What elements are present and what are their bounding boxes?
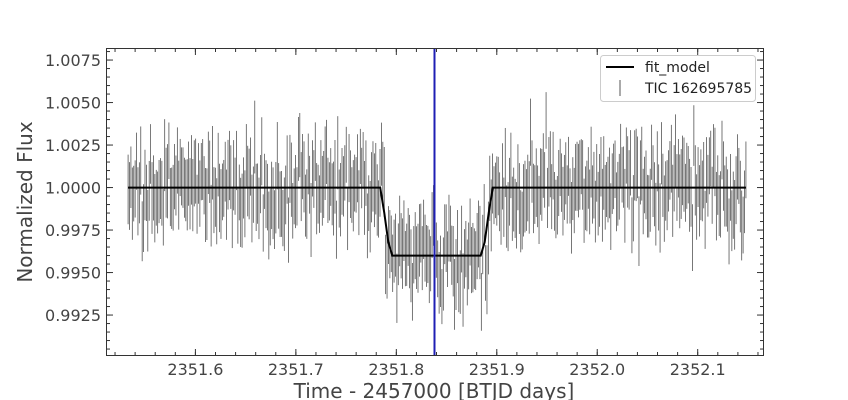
x-tick-label: 2351.8 xyxy=(368,360,424,379)
y-tick-label: 1.0050 xyxy=(45,94,101,113)
legend-tic-label: TIC 162695785 xyxy=(644,81,752,97)
x-tick-label: 2351.6 xyxy=(167,360,223,379)
y-tick-label: 1.0025 xyxy=(45,136,101,155)
y-tick-label: 0.9950 xyxy=(45,264,101,283)
y-tick-label: 0.9925 xyxy=(45,306,101,325)
x-axis-label: Time - 2457000 [BTJD days] xyxy=(293,379,575,400)
plot-frame xyxy=(106,48,764,356)
x-tick-label: 2351.7 xyxy=(268,360,324,379)
data-layer xyxy=(127,92,747,331)
fit-model-line xyxy=(128,186,746,257)
legend-fit-model-label: fit_model xyxy=(645,60,710,76)
legend-box xyxy=(600,55,756,102)
y-tick-label: 1.0075 xyxy=(45,51,101,70)
x-tick-label: 2351.9 xyxy=(469,360,525,379)
model-layer xyxy=(128,49,746,355)
y-axis-label: Normalized Flux xyxy=(13,121,37,283)
legend: fit_model TIC 162695785 xyxy=(600,55,756,102)
x-tick-label: 2352.1 xyxy=(670,360,726,379)
y-tick-label: 1.0000 xyxy=(45,179,101,198)
x-tick-label: 2352.0 xyxy=(569,360,625,379)
tick-layer: 2351.6 2351.7 2351.8 2351.9 2352.0 2352.1 0.99… xyxy=(45,49,763,379)
y-tick-label: 0.9975 xyxy=(45,221,101,240)
